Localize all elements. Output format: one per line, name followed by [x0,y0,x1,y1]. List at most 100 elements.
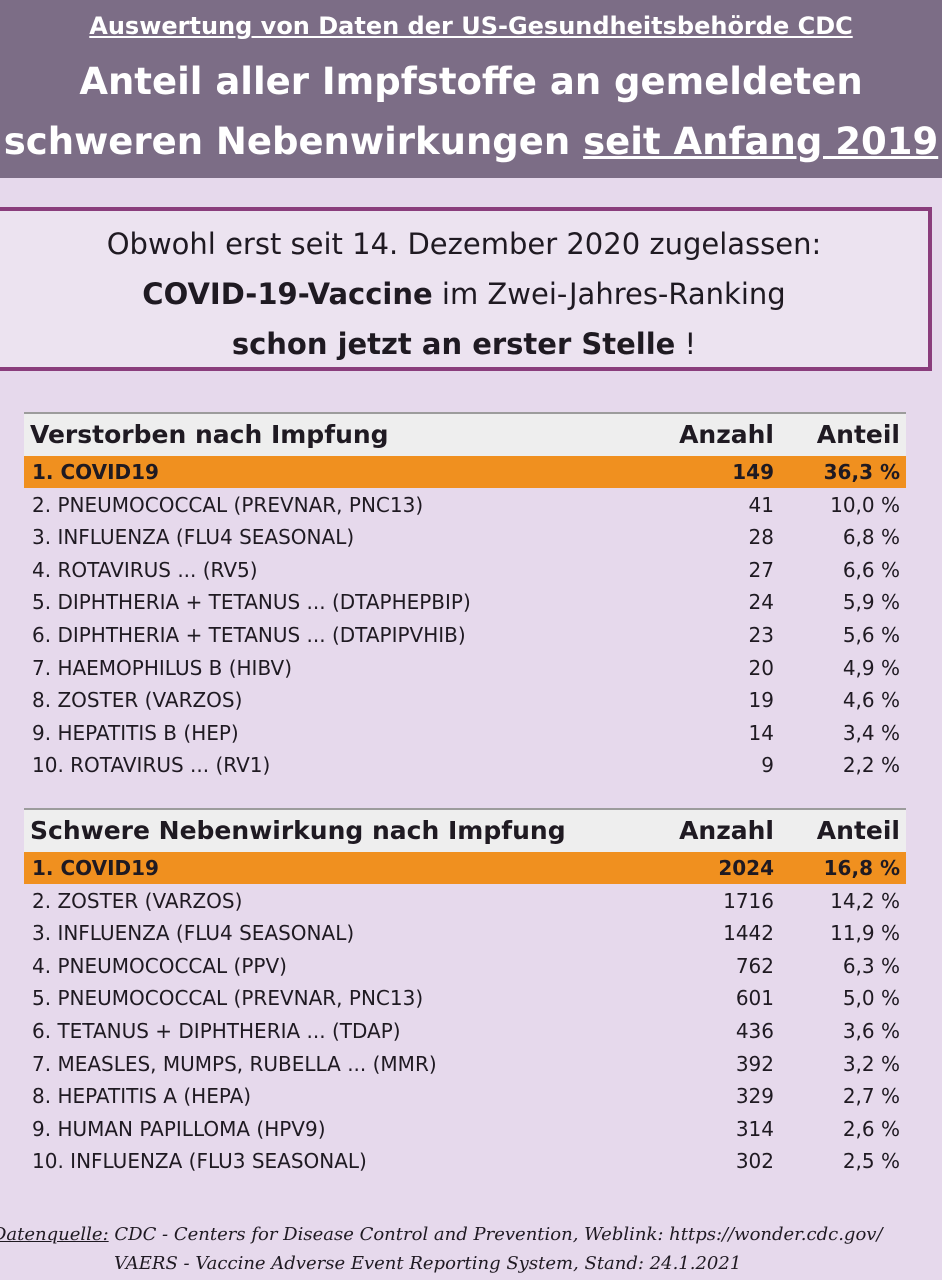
table-deaths-header: Verstorben nach Impfung Anzahl Anteil [24,412,906,456]
row-share: 36,3 % [823,460,900,484]
row-count: 1716 [723,888,774,913]
table-row: 4. PNEUMOCOCCAL (PPV) 762 6,3 % [24,950,906,982]
row-share: 16,8 % [823,856,900,880]
footer-source-text: CDC - Centers for Disease Control and Pr… [108,1224,883,1245]
row-share: 11,9 % [830,921,900,946]
callout-line2-rest: im Zwei-Jahres-Ranking [432,277,786,311]
row-count: 314 [735,1116,774,1141]
table-row: 1. COVID19 149 36,3 % [24,456,906,488]
row-count: 1442 [723,921,774,946]
row-name: 3. INFLUENZA (FLU4 SEASONAL) [32,525,355,550]
header-banner: Auswertung von Daten der US-Gesundheitsb… [0,0,942,178]
table-adverse-title: Schwere Nebenwirkung nach Impfung [30,816,566,845]
callout-line1: Obwohl erst seit 14. Dezember 2020 zugel… [106,227,822,261]
column-header-count: Anzahl [679,816,774,845]
row-count: 27 [748,557,774,582]
row-count: 762 [735,953,774,978]
row-name: 5. PNEUMOCOCCAL (PREVNAR, PNC13) [32,986,424,1011]
row-count: 329 [735,1084,774,1109]
column-header-count: Anzahl [679,420,774,449]
row-share: 10,0 % [830,492,900,517]
table-row: 6. TETANUS + DIPHTHERIA ... (TDAP) 436 3,6… [24,1015,906,1047]
table-row: 8. HEPATITIS A (HEPA) 329 2,7 % [24,1080,906,1112]
row-share: 3,4 % [842,720,900,745]
row-count: 24 [748,590,774,615]
row-share: 3,2 % [842,1051,900,1076]
row-name: 8. ZOSTER (VARZOS) [32,688,243,713]
table-row: 10. ROTAVIRUS ... (RV1) 9 2,2 % [24,749,906,781]
row-count: 28 [748,525,774,550]
row-share: 6,3 % [842,953,900,978]
table-adverse-header: Schwere Nebenwirkung nach Impfung Anzahl… [24,808,906,852]
table-row: 9. HEPATITIS B (HEP) 14 3,4 % [24,717,906,749]
callout-line3: schon jetzt an erster Stelle ! [0,327,928,361]
row-name: 2. PNEUMOCOCCAL (PREVNAR, PNC13) [32,492,424,517]
row-name: 9. HUMAN PAPILLOMA (HPV9) [32,1116,326,1141]
table-row: 1. COVID19 2024 16,8 % [24,852,906,884]
footer-source-line1: Datenquelle: CDC - Centers for Disease C… [0,1224,934,1245]
row-share: 4,6 % [842,688,900,713]
table-row: 2. PNEUMOCOCCAL (PREVNAR, PNC13) 41 10,0 % [24,489,906,521]
row-count: 41 [748,492,774,517]
row-share: 4,9 % [842,655,900,680]
row-name: 4. PNEUMOCOCCAL (PPV) [32,953,287,978]
row-share: 5,9 % [842,590,900,615]
header-title-line2-start: schweren Nebenwirkungen [3,120,584,163]
header-subtitle: Auswertung von Daten der US-Gesundheitsb… [89,12,853,40]
row-count: 14 [748,720,774,745]
table-row: 7. HAEMOPHILUS B (HIBV) 20 4,9 % [24,652,906,684]
table-row: 2. ZOSTER (VARZOS) 1716 14,2 % [24,885,906,917]
row-count: 392 [735,1051,774,1076]
row-share: 2,7 % [842,1084,900,1109]
row-count: 2024 [718,856,774,880]
callout-line3-bold: schon jetzt an erster Stelle [231,327,676,361]
row-name: 7. HAEMOPHILUS B (HIBV) [32,655,293,680]
row-count: 19 [748,688,774,713]
table-row: 5. PNEUMOCOCCAL (PREVNAR, PNC13) 601 5,0 % [24,982,906,1014]
footer-source-line2: VAERS - Vaccine Adverse Event Reporting … [114,1253,742,1274]
table-deaths-title: Verstorben nach Impfung [30,420,389,449]
row-count: 601 [735,986,774,1011]
callout-line3-rest: ! [675,327,697,361]
row-name: 2. ZOSTER (VARZOS) [32,888,243,913]
header-title-line2-underlined: seit Anfang 2019 [583,120,939,163]
row-count: 20 [748,655,774,680]
column-header-share: Anteil [816,816,900,845]
table-row: 10. INFLUENZA (FLU3 SEASONAL) 302 2,5 % [24,1145,906,1177]
row-name: 4. ROTAVIRUS ... (RV5) [32,557,258,582]
row-count: 9 [761,753,774,778]
row-name: 3. INFLUENZA (FLU4 SEASONAL) [32,921,355,946]
row-share: 2,6 % [842,1116,900,1141]
row-name: 9. HEPATITIS B (HEP) [32,720,239,745]
callout-box: Obwohl erst seit 14. Dezember 2020 zugel… [0,207,932,371]
row-count: 23 [748,623,774,647]
row-name: 7. MEASLES, MUMPS, RUBELLA ... (MMR) [32,1051,437,1076]
row-name: 10. INFLUENZA (FLU3 SEASONAL) [32,1149,367,1174]
row-share: 14,2 % [830,888,900,913]
callout-line2-bold: COVID-19-Vaccine [142,277,433,311]
row-name: 6. TETANUS + DIPHTHERIA ... (TDAP) [32,1019,401,1043]
table-row: 8. ZOSTER (VARZOS) 19 4,6 % [24,684,906,716]
column-header-share: Anteil [816,420,900,449]
header-title-line2: schweren Nebenwirkungen seit Anfang 2019 [0,120,942,163]
row-share: 2,5 % [842,1149,900,1174]
row-name: 10. ROTAVIRUS ... (RV1) [32,753,271,778]
footer-source-label: Datenquelle: [0,1224,109,1245]
row-share: 5,6 % [842,623,900,647]
row-name: 6. DIPHTHERIA + TETANUS ... (DTAPIPVHIB) [32,623,466,647]
table-row: 3. INFLUENZA (FLU4 SEASONAL) 28 6,8 % [24,521,906,553]
table-row: 7. MEASLES, MUMPS, RUBELLA ... (MMR) 392 3… [24,1048,906,1080]
row-count: 436 [735,1019,774,1043]
row-name: 1. COVID19 [32,460,159,484]
table-row: 5. DIPHTHERIA + TETANUS ... (DTAPHEPBIP)… [24,586,906,618]
row-name: 5. DIPHTHERIA + TETANUS ... (DTAPHEPBIP) [32,590,471,615]
table-row: 6. DIPHTHERIA + TETANUS ... (DTAPIPVHIB)… [24,619,906,651]
row-name: 8. HEPATITIS A (HEPA) [32,1084,252,1109]
row-share: 5,0 % [842,986,900,1011]
row-count: 302 [735,1149,774,1174]
row-share: 6,8 % [842,525,900,550]
row-name: 1. COVID19 [32,856,159,880]
table-row: 4. ROTAVIRUS ... (RV5) 27 6,6 % [24,554,906,586]
row-share: 3,6 % [842,1019,900,1043]
callout-line2: COVID-19-Vaccine im Zwei-Jahres-Ranking [0,277,928,311]
